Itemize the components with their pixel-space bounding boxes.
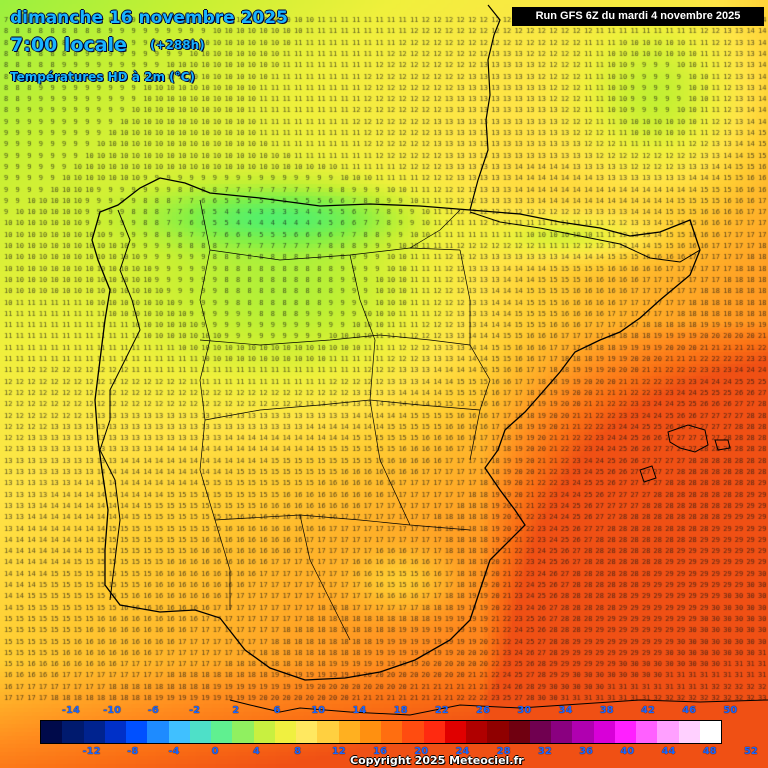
legend-swatch [381,721,403,743]
legend-swatch [614,721,636,743]
legend-tick-label: -2 [188,705,201,716]
legend-swatch [657,721,679,743]
legend-swatch [572,721,594,743]
legend-tick-label: 34 [558,705,573,716]
legend-tick-label: 28 [496,746,511,757]
legend-swatch [211,721,233,743]
legend-tick-label: 46 [682,705,697,716]
legend-tick-label: 12 [331,746,346,757]
legend-tick-label: 38 [599,705,614,716]
legend-tick-label: 26 [476,705,490,716]
legend-swatch [296,721,318,743]
forecast-lead-time: (+288h) [150,38,205,52]
legend-swatch [62,721,84,743]
parameter-title: Températures HD à 2m (°C) [10,70,195,84]
legend-tick-label: 0 [211,746,219,757]
legend-swatch [444,721,466,743]
legend-swatch [41,721,63,743]
legend-tick-label: 30 [517,705,532,716]
legend-tick-label: -6 [147,705,159,716]
legend-tick-label: 50 [723,705,738,716]
legend-tick-label: -12 [82,746,101,757]
legend-tick-label: 40 [620,746,635,757]
legend-swatch [551,721,573,743]
legend-tick-label: 36 [579,746,594,757]
legend-tick-label: 24 [455,746,470,757]
legend-tick-label: 8 [294,746,302,757]
legend-swatch [678,721,700,743]
legend-tick-label: 10 [311,705,326,716]
copyright-notice: Copyright 2025 Meteociel.fr [350,754,524,767]
legend-tick-label: 14 [352,705,367,716]
legend-tick-label: 32 [537,746,552,757]
legend-swatch [423,721,445,743]
legend-swatch [147,721,169,743]
legend-swatch [274,721,296,743]
forecast-hour: 7:00 locale [10,34,127,56]
legend-tick-label: -14 [61,705,80,716]
legend-swatch [317,721,339,743]
legend-swatch [402,721,424,743]
legend-tick-label: -4 [168,746,180,757]
legend-tick-label: -8 [127,746,139,757]
legend-tick-label: -10 [103,705,122,716]
legend-swatch [338,721,360,743]
legend-swatch [168,721,190,743]
legend-tick-label: 20 [414,746,429,757]
temperature-legend [40,720,722,744]
forecast-date: dimanche 16 novembre 2025 [10,8,288,28]
legend-swatch [359,721,381,743]
legend-swatch [83,721,105,743]
legend-swatch [126,721,148,743]
legend-swatch [636,721,658,743]
legend-swatch [232,721,254,743]
legend-tick-label: 52 [743,746,758,757]
run-info-banner: Run GFS 6Z du mardi 4 novembre 2025 [512,7,764,26]
legend-swatch [699,721,721,743]
legend-swatch [253,721,275,743]
legend-tick-label: 4 [252,746,260,757]
legend-tick-label: 6 [273,705,281,716]
legend-swatch [529,721,551,743]
legend-tick-label: 44 [661,746,676,757]
legend-swatch [104,721,126,743]
legend-tick-label: 16 [373,746,387,757]
legend-swatch [466,721,488,743]
legend-swatch [508,721,530,743]
legend-tick-label: 42 [640,705,655,716]
legend-swatch [593,721,615,743]
legend-tick-label: 22 [434,705,449,716]
legend-tick-label: 48 [702,746,717,757]
legend-swatch [189,721,211,743]
legend-tick-label: 18 [393,705,408,716]
legend-tick-label: 2 [232,705,240,716]
legend-swatch [487,721,509,743]
